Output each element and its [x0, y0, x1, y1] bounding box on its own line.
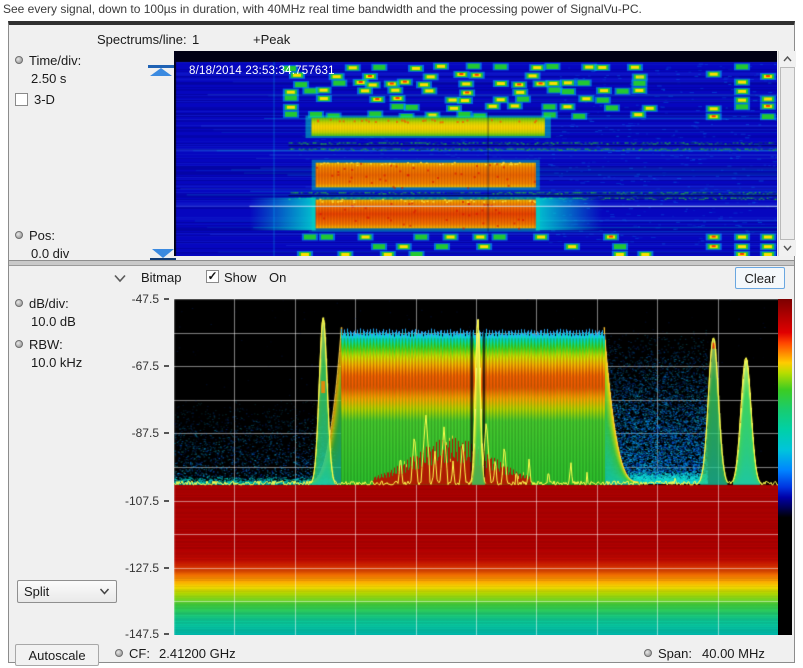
y-axis-tick: [164, 567, 169, 569]
time-div-value[interactable]: 2.50 s: [31, 71, 67, 86]
view-split-select[interactable]: Split: [17, 580, 117, 603]
rbw-value[interactable]: 10.0 kHz: [31, 355, 83, 370]
detector-mode-label[interactable]: +Peak: [253, 32, 291, 47]
scroll-up-button[interactable]: [779, 51, 796, 67]
y-axis-label: -127.5: [124, 561, 159, 575]
chevron-down-icon: [783, 245, 792, 251]
y-axis-label: -87.5: [131, 426, 159, 440]
db-div-value[interactable]: 10.0 dB: [31, 314, 76, 329]
panel-splitter-handle[interactable]: [9, 260, 794, 266]
collapse-chevron-icon[interactable]: [113, 274, 127, 283]
cf-knob-icon[interactable]: [115, 649, 123, 657]
spectrogram-display: 8/18/2014 23:53:34.757631: [174, 51, 777, 256]
three-d-checkbox[interactable]: [15, 93, 28, 106]
pos-label: Pos:: [29, 228, 56, 243]
spectrogram-top-marker[interactable]: [147, 62, 175, 78]
y-axis-label: -147.5: [124, 627, 159, 641]
span-value[interactable]: 40.00 MHz: [702, 646, 765, 661]
clear-button-label: Clear: [744, 270, 776, 286]
chevron-down-icon: [99, 588, 110, 595]
autoscale-button-label: Autoscale: [28, 647, 86, 663]
y-axis-tick: [164, 432, 169, 434]
clear-button[interactable]: Clear: [735, 267, 785, 289]
three-d-label: 3-D: [34, 92, 55, 107]
y-axis-tick: [164, 365, 169, 367]
spectrogram-bottom-marker[interactable]: [149, 246, 177, 262]
spectrum-canvas[interactable]: [174, 299, 778, 635]
cf-label: CF:: [129, 646, 150, 661]
spectrum-display: [174, 299, 778, 635]
spectrums-per-line-value[interactable]: 1: [192, 32, 200, 47]
scroll-down-button[interactable]: [779, 240, 796, 256]
on-label: On: [269, 270, 287, 285]
rbw-knob-icon[interactable]: [15, 340, 23, 348]
rbw-label: RBW:: [29, 337, 63, 352]
show-label: Show: [224, 270, 257, 285]
span-knob-icon[interactable]: [644, 649, 652, 657]
trace-type-label[interactable]: Bitmap: [141, 270, 182, 285]
time-div-knob-icon[interactable]: [15, 56, 23, 64]
y-axis-label: -67.5: [131, 359, 159, 373]
pos-value[interactable]: 0.0 div: [31, 246, 70, 261]
y-axis-label: -107.5: [124, 494, 159, 508]
y-axis-tick: [164, 633, 169, 635]
chevron-up-icon: [783, 56, 792, 62]
db-div-label: dB/div:: [29, 296, 69, 311]
db-div-knob-icon[interactable]: [15, 299, 23, 307]
spectrogram-scrollbar[interactable]: [778, 51, 796, 256]
show-checkbox[interactable]: ✓: [206, 269, 219, 283]
view-split-select-value: Split: [24, 584, 50, 599]
spectrogram-timestamp: 8/18/2014 23:53:34.757631: [189, 65, 335, 77]
span-label: Span:: [658, 646, 692, 661]
amplitude-colorbar: [778, 299, 792, 635]
pos-knob-icon[interactable]: [15, 231, 23, 239]
y-axis-tick: [164, 500, 169, 502]
page-caption: See every signal, down to 100µs in durat…: [3, 2, 642, 16]
spectrogram-canvas[interactable]: [174, 51, 777, 256]
y-axis-label: -47.5: [131, 292, 159, 306]
cf-value[interactable]: 2.41200 GHz: [159, 646, 236, 661]
signalvu-widget: Spectrums/line: 1 +Peak Time/div: 2.50 s…: [8, 21, 796, 666]
autoscale-button[interactable]: Autoscale: [15, 644, 99, 666]
y-axis-tick: [164, 298, 169, 300]
time-div-label: Time/div:: [29, 53, 82, 68]
spectrums-per-line-label: Spectrums/line:: [97, 32, 187, 47]
scroll-thumb[interactable]: [780, 67, 795, 240]
